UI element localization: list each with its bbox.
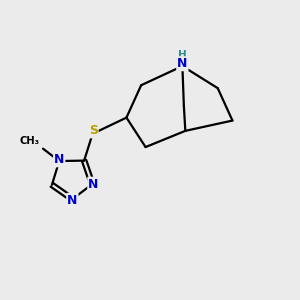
Text: H: H xyxy=(178,50,187,60)
Text: N: N xyxy=(177,57,188,70)
Text: N: N xyxy=(67,194,77,207)
Text: N: N xyxy=(88,178,99,191)
Text: N: N xyxy=(54,153,64,167)
Text: CH₃: CH₃ xyxy=(20,136,40,146)
Text: S: S xyxy=(89,124,98,137)
